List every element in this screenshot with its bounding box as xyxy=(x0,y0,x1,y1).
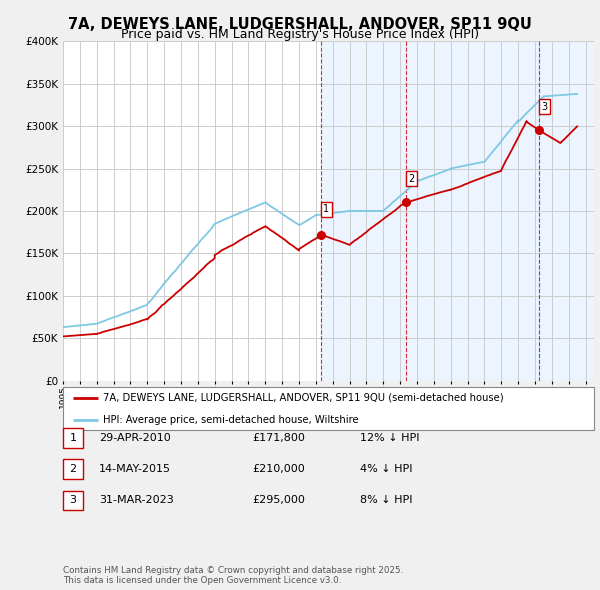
Text: 8% ↓ HPI: 8% ↓ HPI xyxy=(360,496,413,505)
Text: 1: 1 xyxy=(323,204,329,214)
Text: 2: 2 xyxy=(409,173,415,183)
Text: 31-MAR-2023: 31-MAR-2023 xyxy=(99,496,174,505)
Text: £295,000: £295,000 xyxy=(252,496,305,505)
Text: HPI: Average price, semi-detached house, Wiltshire: HPI: Average price, semi-detached house,… xyxy=(103,415,358,425)
Text: 3: 3 xyxy=(70,496,76,505)
Text: 7A, DEWEYS LANE, LUDGERSHALL, ANDOVER, SP11 9QU: 7A, DEWEYS LANE, LUDGERSHALL, ANDOVER, S… xyxy=(68,17,532,31)
Text: 14-MAY-2015: 14-MAY-2015 xyxy=(99,464,171,474)
Text: Contains HM Land Registry data © Crown copyright and database right 2025.
This d: Contains HM Land Registry data © Crown c… xyxy=(63,566,403,585)
Text: £171,800: £171,800 xyxy=(252,433,305,442)
Text: 29-APR-2010: 29-APR-2010 xyxy=(99,433,171,442)
Bar xyxy=(539,41,594,381)
Text: Price paid vs. HM Land Registry's House Price Index (HPI): Price paid vs. HM Land Registry's House … xyxy=(121,28,479,41)
Text: 12% ↓ HPI: 12% ↓ HPI xyxy=(360,433,419,442)
Text: 2: 2 xyxy=(70,464,76,474)
Text: 4% ↓ HPI: 4% ↓ HPI xyxy=(360,464,413,474)
Text: 7A, DEWEYS LANE, LUDGERSHALL, ANDOVER, SP11 9QU (semi-detached house): 7A, DEWEYS LANE, LUDGERSHALL, ANDOVER, S… xyxy=(103,393,503,402)
Text: 1: 1 xyxy=(70,433,76,442)
Bar xyxy=(322,41,406,381)
Text: 3: 3 xyxy=(541,101,547,112)
Text: £210,000: £210,000 xyxy=(252,464,305,474)
Bar xyxy=(406,41,539,381)
